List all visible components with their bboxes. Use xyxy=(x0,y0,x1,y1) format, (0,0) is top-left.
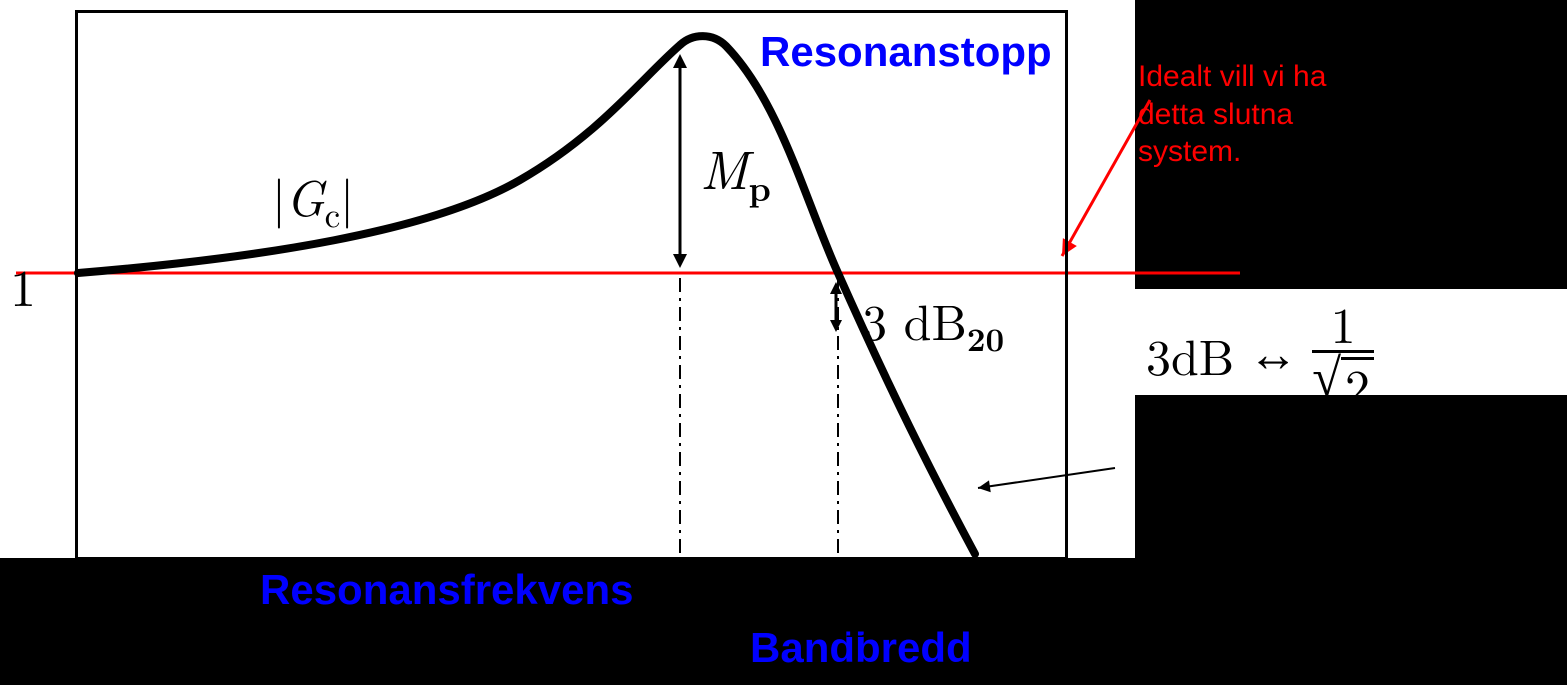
label-3db: 3 dB20 xyxy=(862,284,1004,361)
wb-sub: B xyxy=(845,600,872,647)
label-omega-b: ωB xyxy=(810,570,872,647)
wr-sub: r xyxy=(687,600,702,647)
eq-radicand: 2 xyxy=(1341,357,1374,410)
ideal-line2: detta slutna xyxy=(1138,98,1293,131)
ideal-line3: system. xyxy=(1138,135,1241,168)
gc-text: |Gc| xyxy=(272,160,354,231)
xaxis-omega: ω xyxy=(930,570,965,641)
mp-sub: p xyxy=(748,162,770,212)
wb-omega: ω xyxy=(810,570,845,641)
label-gc: |Gc| xyxy=(272,160,354,238)
real-line1: I verkligheten har xyxy=(1138,442,1368,475)
label-omega-r: ωr xyxy=(652,570,703,647)
ideal-line1: Idealt vill vi ha xyxy=(1138,60,1326,93)
eq-fraction: 1 √2 xyxy=(1312,298,1374,410)
label-mp: Mp xyxy=(700,128,771,212)
eq-numerator: 1 xyxy=(1323,298,1364,350)
db3-prefix: 3 dB xyxy=(862,284,967,355)
label-x-axis: ω [rad/s] xyxy=(930,570,1127,641)
label-resonansfrekvens: Resonansfrekvens xyxy=(260,566,634,614)
annotation-ideal: Idealt vill vi ha detta slutna system. xyxy=(1138,58,1326,171)
diagram-canvas: 1 |Gc| Mp 3 dB20 Resonanstopp Resonansfr… xyxy=(0,0,1567,685)
real-line2: vi detta slutna xyxy=(1138,480,1323,513)
eq-3db: 3dB xyxy=(1146,319,1234,390)
annotation-real: I verkligheten har vi detta slutna syste… xyxy=(1138,440,1368,553)
y-axis-one: 1 xyxy=(10,248,36,322)
label-resonanstopp: Resonanstopp xyxy=(760,28,1052,76)
equation-3db: 3dB ↔ 1 √2 xyxy=(1146,298,1374,410)
eq-sqrt-icon: √ xyxy=(1312,355,1341,402)
eq-arrow-icon: ↔ xyxy=(1248,325,1298,383)
db3-sub: 20 xyxy=(967,314,1004,361)
eq-denominator: √2 xyxy=(1312,350,1374,410)
real-line3: system. xyxy=(1138,517,1241,550)
xaxis-unit: [rad/s] xyxy=(965,570,1127,641)
mp-m: M xyxy=(700,128,748,205)
wr-omega: ω xyxy=(652,570,687,641)
